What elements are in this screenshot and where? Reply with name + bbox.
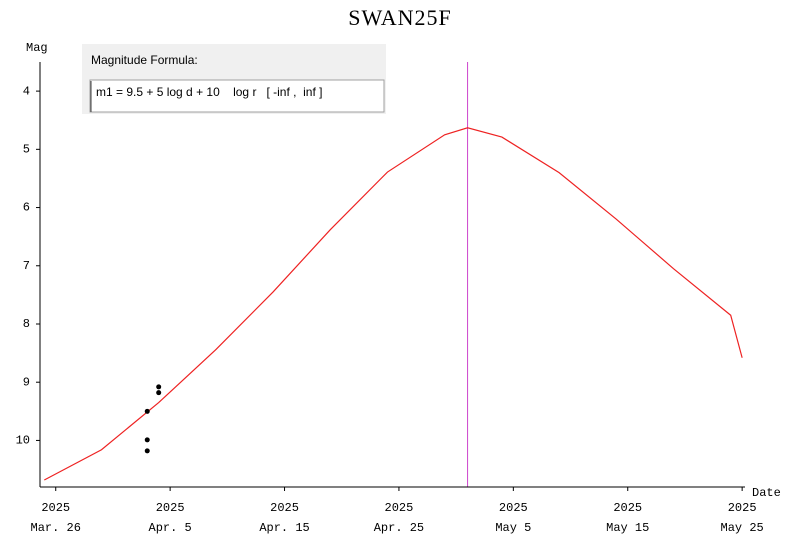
y-tick-label: 4 bbox=[23, 84, 30, 98]
y-tick-label: 5 bbox=[23, 143, 30, 157]
x-tick-label: 2025 bbox=[499, 501, 528, 515]
x-tick-label: Apr. 25 bbox=[374, 521, 424, 535]
y-tick-label: 7 bbox=[23, 259, 30, 273]
x-tick-label: Apr. 15 bbox=[259, 521, 309, 535]
y-tick-label: 6 bbox=[23, 201, 30, 215]
x-tick-label: 2025 bbox=[270, 501, 299, 515]
x-tick-label: 2025 bbox=[728, 501, 757, 515]
x-tick-label: May 25 bbox=[721, 521, 764, 535]
observation bbox=[156, 384, 162, 390]
y-tick-label: 9 bbox=[23, 375, 30, 389]
formula-text: m1 = 9.5 + 5 log d + 10 log r [ -inf , i… bbox=[96, 85, 322, 99]
chart-title: SWAN25F bbox=[348, 5, 452, 30]
y-tick-label: 10 bbox=[16, 434, 30, 448]
x-tick-label: Mar. 26 bbox=[31, 521, 81, 535]
plot-area bbox=[44, 62, 743, 487]
formula-field bbox=[89, 79, 385, 113]
observation bbox=[144, 448, 150, 454]
observation bbox=[156, 390, 162, 396]
formula-box: Magnitude Formula: m1 = 9.5 + 5 log d + … bbox=[82, 44, 386, 114]
x-tick-label: May 15 bbox=[606, 521, 649, 535]
x-axis-label: Date bbox=[752, 486, 781, 500]
x-tick-label: Apr. 5 bbox=[149, 521, 192, 535]
x-tick-label: 2025 bbox=[41, 501, 70, 515]
light-curve bbox=[44, 127, 743, 481]
observation bbox=[144, 408, 150, 414]
y-axis-label: Mag bbox=[26, 41, 48, 55]
y-tick-label: 8 bbox=[23, 317, 30, 331]
x-tick-label: 2025 bbox=[156, 501, 185, 515]
formula-title: Magnitude Formula: bbox=[91, 53, 198, 67]
x-tick-label: 2025 bbox=[385, 501, 414, 515]
x-tick-label: 2025 bbox=[613, 501, 642, 515]
x-tick-label: May 5 bbox=[495, 521, 531, 535]
observation bbox=[144, 437, 150, 443]
